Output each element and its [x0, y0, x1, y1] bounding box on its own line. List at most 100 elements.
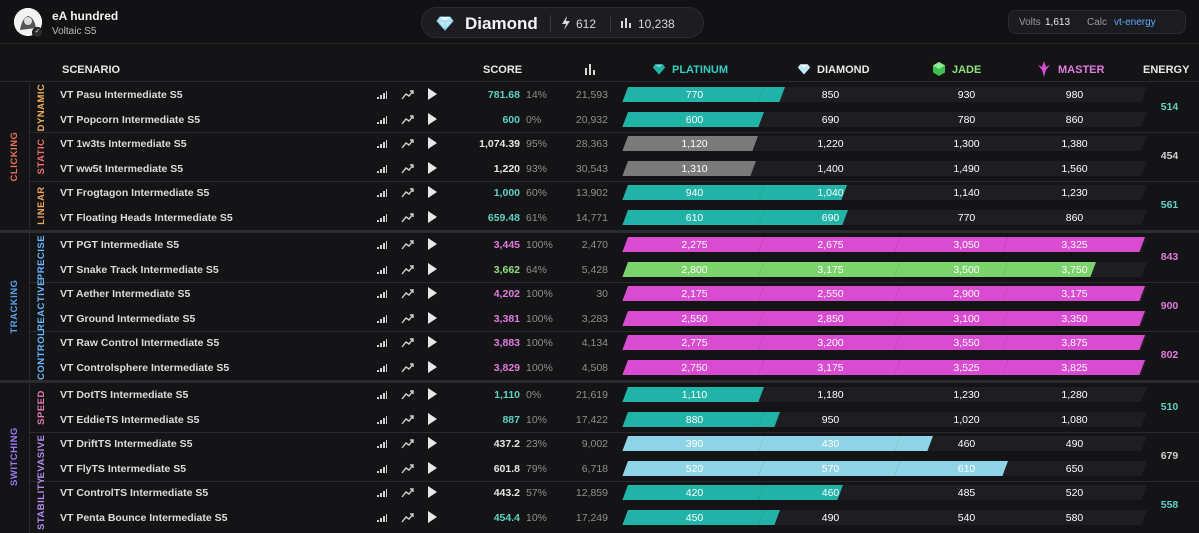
table-row[interactable]: VT PGT Intermediate S5 3,445 100% 2,470 … — [0, 233, 1147, 258]
trend-icon[interactable] — [401, 487, 414, 498]
scenario-name[interactable]: VT Penta Bounce Intermediate S5 — [60, 511, 228, 524]
table-row[interactable]: VT Penta Bounce Intermediate S5 454.4 10… — [0, 506, 1147, 531]
table-row[interactable]: VT DotTS Intermediate S5 1,110 0% 21,619… — [0, 383, 1147, 408]
leaderboard-icon[interactable] — [377, 241, 387, 249]
trend-icon[interactable] — [401, 89, 414, 100]
play-icon[interactable] — [428, 238, 437, 250]
scenario-name[interactable]: VT PGT Intermediate S5 — [60, 239, 180, 251]
scenario-name[interactable]: VT Popcorn Intermediate S5 — [60, 113, 201, 126]
play-icon[interactable] — [428, 412, 437, 425]
scenario-name[interactable]: VT EddieTS Intermediate S5 — [60, 413, 200, 426]
table-row[interactable]: VT DriftTS Intermediate S5 437.2 23% 9,0… — [0, 432, 1147, 457]
table-row[interactable]: VT Aether Intermediate S5 4,202 100% 30 … — [0, 282, 1147, 307]
scenario-name[interactable]: VT FlyTS Intermediate S5 — [60, 462, 187, 475]
scenario-name[interactable]: VT Pasu Intermediate S5 — [60, 89, 183, 101]
trend-icon[interactable] — [401, 337, 414, 348]
header-count-icon[interactable] — [585, 64, 597, 75]
play-icon[interactable] — [428, 510, 437, 523]
leaderboard-icon[interactable] — [377, 391, 387, 399]
scenario-name[interactable]: VT DotTS Intermediate S5 — [60, 389, 189, 401]
leaderboard-icon[interactable] — [377, 115, 387, 124]
avatar[interactable] — [14, 8, 42, 36]
trend-icon[interactable] — [401, 389, 414, 400]
trend-icon[interactable] — [401, 114, 414, 125]
scenario-name[interactable]: VT Frogtagon Intermediate S5 — [60, 187, 210, 199]
table-row[interactable]: VT Ground Intermediate S5 3,381 100% 3,2… — [0, 307, 1147, 332]
trend-icon[interactable] — [401, 187, 414, 198]
table-row[interactable]: VT Controlsphere Intermediate S5 3,829 1… — [0, 356, 1147, 381]
trend-icon[interactable] — [401, 264, 414, 275]
leaderboard-icon[interactable] — [377, 415, 387, 424]
scenario-name[interactable]: VT Raw Control Intermediate S5 — [60, 337, 220, 349]
scenario-name[interactable]: VT Ground Intermediate S5 — [60, 312, 196, 325]
trend-icon[interactable] — [401, 362, 414, 373]
play-icon[interactable] — [428, 461, 437, 474]
leaderboard-icon[interactable] — [377, 189, 387, 197]
table-row[interactable]: VT ControlTS Intermediate S5 443.2 57% 1… — [0, 481, 1147, 506]
leaderboard-icon[interactable] — [377, 265, 387, 274]
table-row[interactable]: VT Snake Track Intermediate S5 3,662 64%… — [0, 258, 1147, 283]
table-row[interactable]: VT EddieTS Intermediate S5 887 10% 17,42… — [0, 408, 1147, 433]
header-master: MASTER — [1058, 64, 1105, 76]
play-icon[interactable] — [428, 88, 437, 100]
play-icon[interactable] — [428, 262, 437, 275]
leaderboard-icon[interactable] — [377, 314, 387, 323]
scenario-name[interactable]: VT DriftTS Intermediate S5 — [60, 438, 193, 450]
leaderboard-icon[interactable] — [377, 464, 387, 473]
leaderboard-icon[interactable] — [377, 290, 387, 298]
trend-icon[interactable] — [401, 414, 414, 425]
trend-icon[interactable] — [401, 313, 414, 324]
play-icon[interactable] — [428, 287, 437, 299]
scenario-name[interactable]: VT 1w3ts Intermediate S5 — [60, 138, 187, 150]
leaderboard-icon[interactable] — [377, 513, 387, 522]
trend-icon[interactable] — [401, 138, 414, 149]
trend-icon[interactable] — [401, 239, 414, 250]
scenario-name[interactable]: VT Aether Intermediate S5 — [60, 288, 191, 300]
play-icon[interactable] — [428, 112, 437, 125]
trend-icon[interactable] — [401, 163, 414, 174]
rank-progress-segment — [1002, 136, 1147, 151]
header-score[interactable]: SCORE — [483, 64, 523, 76]
play-icon[interactable] — [428, 437, 437, 449]
trend-icon[interactable] — [401, 463, 414, 474]
trend-icon[interactable] — [401, 288, 414, 299]
trend-icon[interactable] — [401, 512, 414, 523]
table-row[interactable]: VT Pasu Intermediate S5 781.68 14% 21,59… — [0, 83, 1147, 108]
header-scenario[interactable]: SCENARIO — [62, 64, 121, 76]
scenario-name[interactable]: VT Controlsphere Intermediate S5 — [60, 361, 230, 374]
user-name[interactable]: eA hundred — [52, 9, 119, 23]
volts-calc-selector[interactable]: Volts 1,613 Calc vt-energy — [1008, 10, 1186, 34]
table-row[interactable]: VT Floating Heads Intermediate S5 659.48… — [0, 206, 1147, 231]
rank-progress-segment — [1002, 335, 1147, 350]
leaderboard-icon[interactable] — [377, 164, 387, 173]
table-row[interactable]: VT Frogtagon Intermediate S5 1,000 60% 1… — [0, 181, 1147, 206]
play-icon[interactable] — [428, 486, 437, 498]
trend-icon[interactable] — [401, 212, 414, 223]
trend-icon[interactable] — [401, 438, 414, 449]
play-icon[interactable] — [428, 161, 437, 174]
play-icon[interactable] — [428, 186, 437, 198]
play-icon[interactable] — [428, 360, 437, 373]
table-row[interactable]: VT Popcorn Intermediate S5 600 0% 20,932… — [0, 108, 1147, 133]
leaderboard-icon[interactable] — [377, 91, 387, 99]
table-row[interactable]: VT Raw Control Intermediate S5 3,883 100… — [0, 331, 1147, 356]
play-icon[interactable] — [428, 388, 437, 400]
leaderboard-icon[interactable] — [377, 140, 387, 148]
play-icon[interactable] — [428, 210, 437, 223]
table-row[interactable]: VT 1w3ts Intermediate S5 1,074.39 95% 28… — [0, 132, 1147, 157]
leaderboard-icon[interactable] — [377, 440, 387, 448]
table-row[interactable]: VT ww5t Intermediate S5 1,220 93% 30,543… — [0, 157, 1147, 182]
scenario-name[interactable]: VT Snake Track Intermediate S5 — [60, 263, 219, 276]
scenario-name[interactable]: VT ControlTS Intermediate S5 — [60, 487, 209, 499]
play-icon[interactable] — [428, 137, 437, 149]
scenario-name[interactable]: VT ww5t Intermediate S5 — [60, 162, 184, 175]
play-icon[interactable] — [428, 336, 437, 348]
play-icon[interactable] — [428, 311, 437, 324]
scenario-name[interactable]: VT Floating Heads Intermediate S5 — [60, 211, 233, 224]
leaderboard-icon[interactable] — [377, 489, 387, 497]
leaderboard-icon[interactable] — [377, 213, 387, 222]
table-row[interactable]: VT FlyTS Intermediate S5 601.8 79% 6,718… — [0, 457, 1147, 482]
leaderboard-icon[interactable] — [377, 363, 387, 372]
leaderboard-icon[interactable] — [377, 339, 387, 347]
calc-value[interactable]: vt-energy — [1114, 17, 1156, 28]
